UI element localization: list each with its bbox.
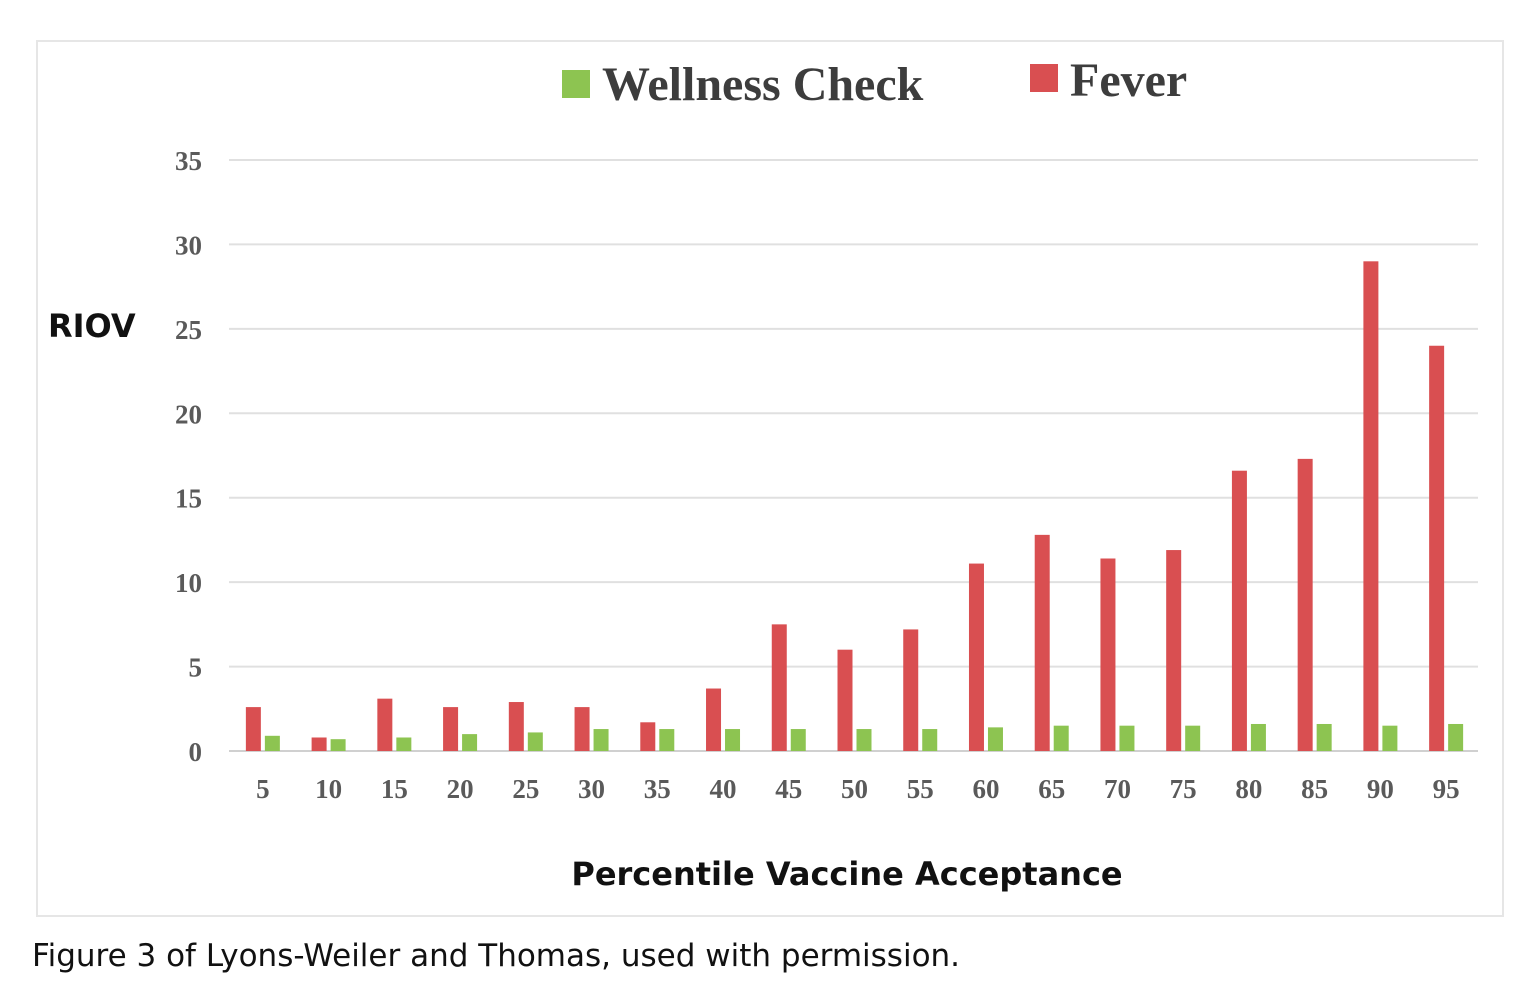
x-tick-label: 40 [710, 774, 737, 804]
x-tick-label: 65 [1038, 774, 1065, 804]
chart-frame [36, 40, 1504, 917]
bar-wellness-check-35 [659, 729, 675, 751]
bar-fever-10 [311, 737, 327, 751]
bar-fever-35 [640, 722, 656, 751]
bar-wellness-check-75 [1185, 725, 1201, 751]
x-tick-label: 20 [447, 774, 474, 804]
x-tick-label: 35 [644, 774, 671, 804]
bar-wellness-check-55 [922, 729, 938, 751]
figure-caption: Figure 3 of Lyons-Weiler and Thomas, use… [32, 938, 961, 974]
bar-wellness-check-20 [462, 734, 478, 751]
x-tick-label: 5 [256, 774, 270, 804]
bar-fever-90 [1363, 261, 1379, 751]
y-tick-label: 20 [175, 399, 202, 429]
y-tick-label: 15 [175, 484, 202, 514]
y-axis-title: RIOV [48, 307, 136, 345]
x-tick-label: 45 [775, 774, 802, 804]
x-tick-label: 95 [1433, 774, 1460, 804]
x-axis-title: Percentile Vaccine Acceptance [571, 855, 1122, 893]
bar-wellness-check-30 [593, 729, 609, 751]
legend-swatch-fever [1030, 64, 1058, 92]
y-tick-label: 0 [189, 737, 203, 767]
bar-fever-25 [508, 702, 524, 751]
x-tick-label: 70 [1104, 774, 1131, 804]
bar-fever-15 [377, 698, 393, 751]
bar-wellness-check-25 [527, 732, 543, 751]
bar-fever-55 [903, 629, 919, 751]
bar-wellness-check-5 [264, 735, 280, 751]
x-tick-label: 15 [381, 774, 408, 804]
bar-fever-45 [771, 624, 787, 751]
x-tick-label: 85 [1301, 774, 1328, 804]
bar-fever-40 [706, 688, 722, 751]
legend-swatch-wellness-check [562, 70, 590, 98]
legend-label-fever: Fever [1070, 54, 1187, 107]
bar-wellness-check-40 [725, 729, 741, 751]
bar-fever-95 [1429, 345, 1445, 751]
x-tick-label: 80 [1235, 774, 1262, 804]
bar-fever-60 [968, 563, 984, 751]
bar-fever-70 [1100, 558, 1116, 751]
bar-wellness-check-95 [1448, 723, 1464, 751]
bar-wellness-check-85 [1316, 723, 1332, 751]
x-tick-label: 50 [841, 774, 868, 804]
x-tick-label: 10 [315, 774, 342, 804]
bar-wellness-check-60 [987, 727, 1003, 751]
y-tick-label: 25 [175, 315, 202, 345]
x-tick-label: 75 [1170, 774, 1197, 804]
x-tick-label: 30 [578, 774, 605, 804]
bar-fever-5 [245, 707, 261, 751]
bar-fever-50 [837, 649, 853, 751]
y-tick-label: 5 [189, 653, 203, 683]
legend-label-wellness-check: Wellness Check [602, 58, 924, 111]
bar-fever-85 [1297, 458, 1313, 751]
bar-wellness-check-50 [856, 729, 872, 751]
bar-wellness-check-70 [1119, 725, 1135, 751]
x-tick-label: 60 [972, 774, 999, 804]
bar-wellness-check-65 [1053, 725, 1069, 751]
y-tick-label: 35 [175, 146, 202, 176]
legend: Wellness Check Fever [562, 54, 1187, 111]
bar-wellness-check-45 [790, 729, 806, 751]
bar-wellness-check-80 [1250, 723, 1266, 751]
bar-wellness-check-90 [1382, 725, 1398, 751]
bar-fever-20 [443, 707, 459, 751]
y-tick-label: 10 [175, 568, 202, 598]
bar-fever-75 [1166, 550, 1182, 751]
bar-fever-30 [574, 707, 590, 751]
x-tick-label: 25 [512, 774, 539, 804]
gridlines [229, 159, 1478, 752]
bar-wellness-check-10 [330, 739, 346, 751]
bar-fever-65 [1034, 534, 1050, 751]
y-axis-ticks: 0 5 10 15 20 25 30 35 [175, 146, 202, 767]
x-tick-label: 55 [907, 774, 934, 804]
bar-fever-80 [1231, 470, 1247, 751]
bar-wellness-check-15 [396, 737, 412, 751]
x-tick-label: 90 [1367, 774, 1394, 804]
bars [245, 261, 1464, 751]
y-tick-label: 30 [175, 230, 202, 260]
x-axis-ticks: 5 10 15 20 25 30 35 40 45 50 55 60 65 70 75 80 85 90 95 [256, 774, 1460, 804]
